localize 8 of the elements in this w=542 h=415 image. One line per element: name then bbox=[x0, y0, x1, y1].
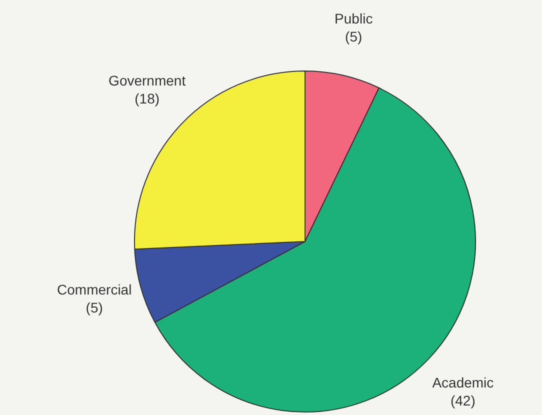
slice-label: Government bbox=[108, 72, 186, 88]
data-label: (18) bbox=[134, 90, 160, 106]
data-label: (5) bbox=[86, 299, 103, 316]
slice-label: Academic bbox=[432, 374, 494, 390]
data-label: (5) bbox=[345, 28, 362, 44]
slice-label: Public bbox=[334, 10, 373, 26]
data-label: (42) bbox=[450, 392, 476, 408]
slice-label: Commercial bbox=[57, 281, 132, 298]
